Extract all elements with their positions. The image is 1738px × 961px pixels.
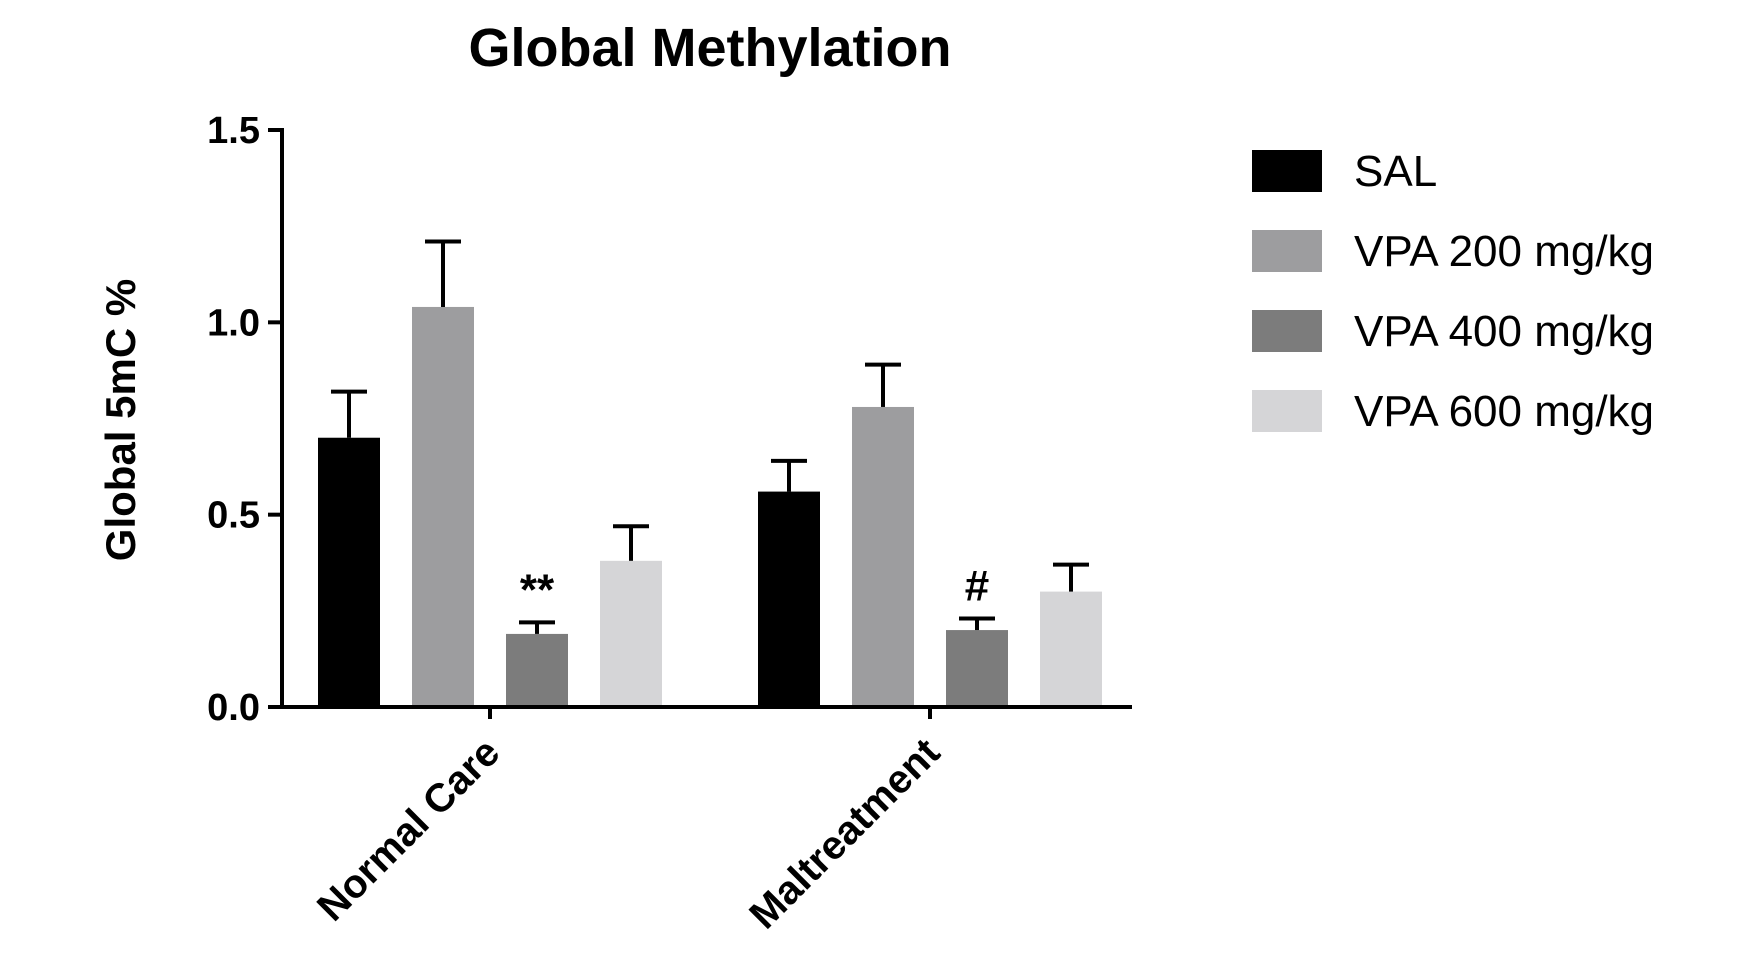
x-tick-label: Normal Care xyxy=(309,730,508,929)
bar-0-3 xyxy=(600,560,662,707)
bar-1-3 xyxy=(1040,591,1102,707)
y-tick-label: 0.5 xyxy=(207,495,260,537)
bar-1-0 xyxy=(758,491,820,707)
bar-0-0 xyxy=(318,437,380,707)
legend-swatch xyxy=(1252,150,1322,192)
bar-1-2 xyxy=(946,630,1008,707)
bar-1-1 xyxy=(852,406,914,707)
legend-swatch xyxy=(1252,230,1322,272)
bar-0-1 xyxy=(412,306,474,707)
legend-label: VPA 600 mg/kg xyxy=(1354,387,1654,436)
legend-swatch xyxy=(1252,310,1322,352)
significance-annotation: # xyxy=(965,562,989,611)
legend: SAL VPA 200 mg/kg VPA 400 mg/kg VPA 600 mg/… xyxy=(1252,147,1654,436)
bar-0-2 xyxy=(506,633,568,707)
y-axis-label: Global 5mC % xyxy=(97,279,144,561)
legend-swatch xyxy=(1252,390,1322,432)
chart-title: Global Methylation xyxy=(468,18,951,78)
legend-label: SAL xyxy=(1354,147,1437,196)
legend-label: VPA 200 mg/kg xyxy=(1354,227,1654,276)
legend-label: VPA 400 mg/kg xyxy=(1354,307,1654,356)
y-tick-label: 1.0 xyxy=(207,302,260,344)
x-tick-label: Maltreatment xyxy=(741,730,948,937)
significance-annotation: ** xyxy=(520,565,555,614)
y-tick-label: 1.5 xyxy=(207,110,260,152)
plot-area: 0.0 0.5 1.0 1.5 Normal Care Maltreatment ** # xyxy=(207,110,1132,937)
y-tick-label: 0.0 xyxy=(207,687,260,729)
